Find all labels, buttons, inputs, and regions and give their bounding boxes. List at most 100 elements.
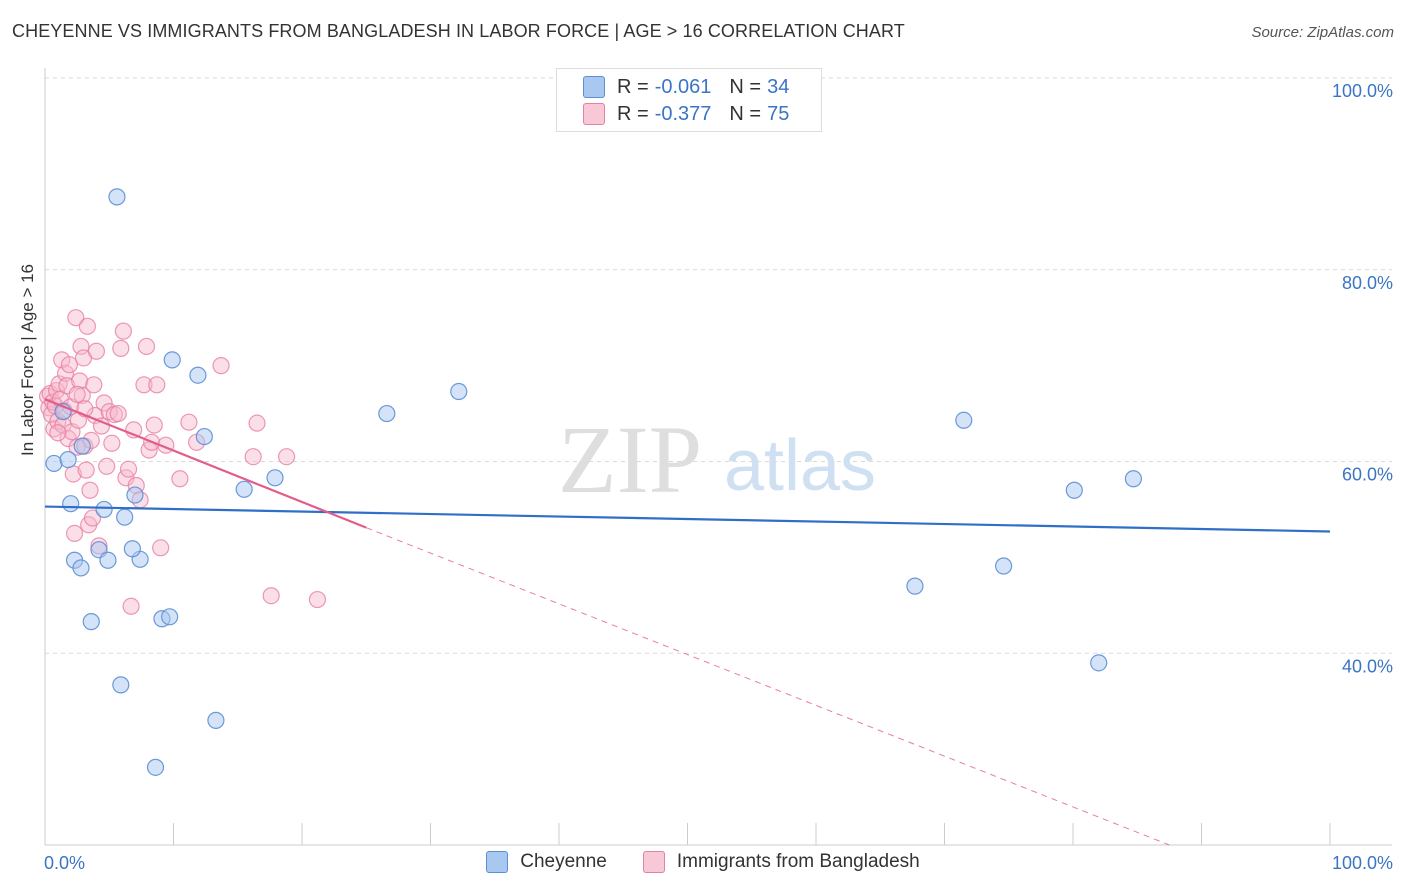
data-point-bangladesh bbox=[85, 376, 103, 394]
series-bangladesh-points bbox=[38, 309, 327, 615]
data-point-bangladesh bbox=[119, 460, 138, 478]
data-point-cheyenne bbox=[995, 557, 1013, 575]
data-point-cheyenne bbox=[195, 427, 213, 446]
trend-lines bbox=[44, 398, 1331, 846]
legend-item-cheyenne[interactable]: Cheyenne bbox=[486, 851, 607, 873]
axes bbox=[44, 68, 1392, 846]
data-point-cheyenne bbox=[1065, 481, 1083, 499]
data-point-bangladesh bbox=[65, 524, 84, 543]
data-point-bangladesh bbox=[152, 539, 170, 557]
tick-labels: 40.0% 60.0% 80.0% 100.0% 0.0% 100.0% bbox=[44, 81, 1393, 873]
data-point-cheyenne bbox=[126, 486, 144, 504]
legend-swatch-pink bbox=[583, 103, 605, 125]
data-point-cheyenne bbox=[146, 758, 165, 776]
data-point-cheyenne bbox=[1124, 470, 1142, 488]
x-tick-label: 100.0% bbox=[1332, 853, 1393, 873]
data-point-bangladesh bbox=[73, 386, 91, 404]
data-point-bangladesh bbox=[103, 434, 121, 452]
trend-line-bangladesh-extrapolated bbox=[366, 527, 1170, 846]
data-point-bangladesh bbox=[98, 457, 116, 475]
data-point-cheyenne bbox=[906, 577, 924, 595]
data-point-bangladesh bbox=[171, 470, 189, 488]
trend-line-bangladesh bbox=[44, 398, 367, 529]
data-point-bangladesh bbox=[244, 448, 262, 466]
watermark-zip: ZIP bbox=[558, 406, 702, 513]
data-point-cheyenne bbox=[72, 559, 90, 577]
legend-row-bangladesh: R = -0.377 N = 75 bbox=[583, 101, 789, 127]
correlation-legend: R = -0.061 N = 34 R = -0.377 N = 75 bbox=[556, 68, 822, 132]
data-point-bangladesh bbox=[148, 376, 166, 394]
data-point-cheyenne bbox=[112, 676, 130, 694]
data-point-bangladesh bbox=[145, 416, 163, 434]
data-point-cheyenne bbox=[189, 366, 207, 384]
data-point-cheyenne bbox=[207, 711, 225, 729]
legend-label-cheyenne: Cheyenne bbox=[520, 851, 607, 872]
data-point-bangladesh bbox=[112, 339, 130, 357]
data-point-bangladesh bbox=[137, 337, 156, 356]
legend-n-label: N = bbox=[729, 75, 762, 98]
x-tick-label: 0.0% bbox=[44, 853, 85, 873]
data-point-bangladesh bbox=[47, 381, 66, 400]
series-cheyenne-points bbox=[45, 188, 1142, 776]
y-tick-label: 80.0% bbox=[1342, 273, 1393, 293]
data-point-bangladesh bbox=[87, 342, 106, 360]
data-point-bangladesh bbox=[308, 590, 327, 609]
data-point-cheyenne bbox=[95, 500, 113, 519]
data-point-cheyenne bbox=[99, 551, 117, 569]
data-point-bangladesh bbox=[114, 322, 132, 340]
legend-r-value: -0.377 bbox=[654, 102, 712, 125]
data-point-bangladesh bbox=[248, 414, 266, 432]
y-tick-label: 60.0% bbox=[1342, 465, 1393, 485]
data-point-bangladesh bbox=[60, 356, 79, 374]
data-point-bangladesh bbox=[262, 587, 280, 605]
y-tick-label: 40.0% bbox=[1342, 656, 1393, 676]
legend-item-bangladesh[interactable]: Immigrants from Bangladesh bbox=[642, 851, 920, 873]
legend-swatch-pink bbox=[642, 851, 665, 873]
data-point-cheyenne bbox=[82, 613, 100, 631]
data-point-bangladesh bbox=[78, 317, 97, 335]
data-point-bangladesh bbox=[95, 394, 113, 412]
legend-r-value: -0.061 bbox=[654, 75, 712, 98]
data-point-bangladesh bbox=[212, 357, 230, 375]
grid-lines bbox=[45, 77, 1392, 654]
chart-title: CHEYENNE VS IMMIGRANTS FROM BANGLADESH I… bbox=[12, 21, 905, 41]
data-point-bangladesh bbox=[277, 448, 296, 466]
legend-r-label: R = bbox=[617, 75, 649, 98]
data-point-bangladesh bbox=[83, 509, 102, 527]
data-point-bangladesh bbox=[56, 364, 75, 382]
legend-swatch-blue bbox=[486, 851, 509, 873]
data-point-cheyenne bbox=[73, 437, 91, 455]
data-point-cheyenne bbox=[123, 540, 141, 558]
data-point-bangladesh bbox=[81, 481, 99, 499]
data-point-cheyenne bbox=[378, 404, 396, 423]
legend-n-label: N = bbox=[729, 102, 762, 125]
data-point-cheyenne bbox=[163, 351, 181, 369]
data-point-bangladesh bbox=[71, 372, 89, 390]
data-point-bangladesh bbox=[135, 376, 153, 394]
legend-swatch-blue bbox=[583, 76, 605, 98]
series-legend: Cheyenne Immigrants from Bangladesh bbox=[0, 851, 1406, 873]
watermark-atlas: atlas bbox=[724, 426, 876, 506]
data-point-bangladesh bbox=[122, 597, 140, 615]
data-point-cheyenne bbox=[1090, 654, 1108, 672]
data-point-cheyenne bbox=[45, 454, 63, 473]
legend-r-label: R = bbox=[617, 102, 649, 125]
data-point-bangladesh bbox=[109, 404, 127, 423]
data-point-cheyenne bbox=[955, 411, 973, 429]
legend-row-cheyenne: R = -0.061 N = 34 bbox=[583, 74, 789, 100]
data-point-bangladesh bbox=[180, 413, 198, 431]
data-point-cheyenne bbox=[116, 508, 134, 526]
source-label: Source: ZipAtlas.com bbox=[1251, 24, 1394, 41]
data-point-bangladesh bbox=[67, 309, 85, 327]
data-point-cheyenne bbox=[450, 382, 468, 401]
data-point-cheyenne bbox=[161, 608, 179, 626]
data-point-cheyenne bbox=[266, 469, 284, 487]
data-point-cheyenne bbox=[62, 495, 80, 513]
watermark: ZIP atlas bbox=[558, 406, 876, 513]
data-point-bangladesh bbox=[68, 385, 86, 403]
data-point-bangladesh bbox=[49, 424, 67, 442]
legend-n-value: 34 bbox=[767, 75, 790, 98]
legend-n-value: 75 bbox=[767, 102, 790, 125]
legend-label-bangladesh: Immigrants from Bangladesh bbox=[676, 851, 920, 872]
trend-line-cheyenne bbox=[44, 505, 1331, 533]
